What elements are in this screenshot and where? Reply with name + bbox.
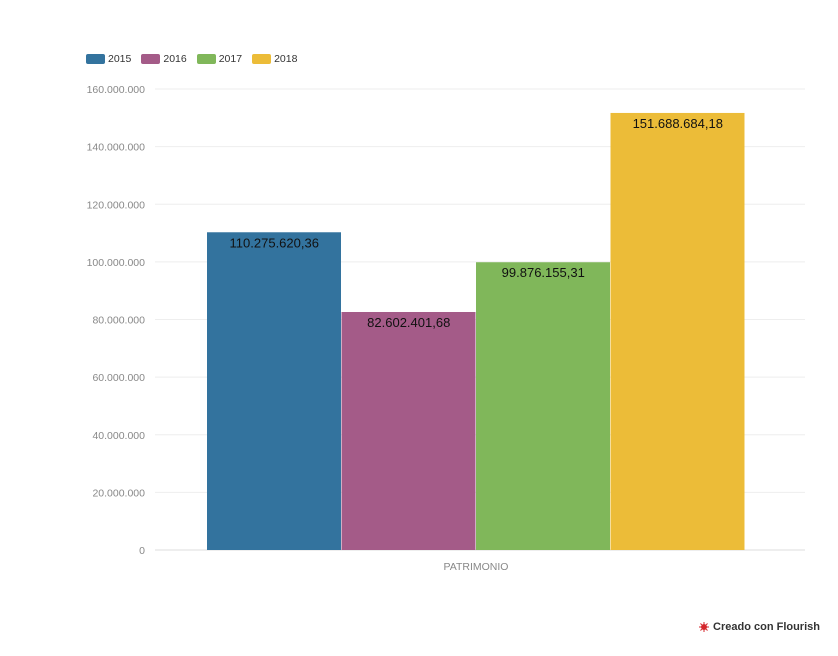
x-tick-label: PATRIMONIO [444, 561, 509, 573]
bar-2017[interactable] [476, 262, 610, 550]
legend-swatch-2018 [252, 54, 272, 64]
data-label-2017: 99.876.155,31 [502, 265, 585, 280]
chart-legend: 2015 2016 2017 2018 [86, 53, 297, 65]
legend-label-2018: 2018 [274, 53, 298, 65]
flourish-credit[interactable]: Creado con Flourish [699, 621, 820, 633]
bar-2015[interactable] [207, 232, 341, 550]
y-tick-label: 140.000.000 [87, 142, 146, 154]
legend-swatch-2016 [141, 54, 161, 64]
y-tick-label: 40.000.000 [92, 430, 145, 442]
legend-item-2015[interactable]: 2015 [86, 53, 131, 65]
y-tick-label: 160.000.000 [87, 84, 146, 96]
credit-text: Creado con Flourish [713, 621, 820, 633]
bar-2018[interactable] [610, 112, 745, 551]
legend-item-2017[interactable]: 2017 [196, 53, 243, 65]
legend-item-2018[interactable]: 2018 [252, 53, 297, 65]
data-label-2018: 151.688.684,18 [633, 116, 723, 131]
y-tick-label: 60.000.000 [92, 372, 145, 384]
y-tick-label: 20.000.000 [92, 487, 145, 499]
bar-2016[interactable] [341, 312, 476, 550]
legend-item-2016[interactable]: 2016 [141, 53, 187, 65]
data-label-2015: 110.275.620,36 [230, 235, 319, 250]
flourish-logo-icon [699, 622, 710, 632]
legend-label-2016: 2016 [163, 53, 187, 65]
y-tick-label: 80.000.000 [92, 315, 145, 327]
legend-label-2015: 2015 [108, 53, 132, 65]
y-tick-label: 120.000.000 [87, 199, 146, 211]
y-tick-label: 0 [139, 545, 145, 557]
data-label-2016: 82.602.401,68 [367, 315, 450, 330]
legend-swatch-2017 [196, 54, 216, 64]
legend-swatch-2015 [86, 54, 105, 64]
legend-label-2017: 2017 [218, 53, 243, 65]
y-tick-label: 100.000.000 [87, 257, 146, 269]
